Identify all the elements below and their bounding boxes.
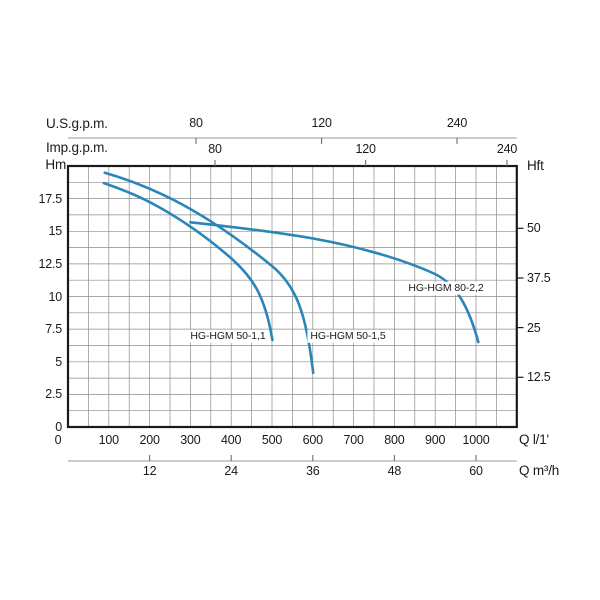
tick-q-m3h-36: 36: [306, 464, 320, 478]
tick-hm-0: 0: [55, 419, 62, 434]
tick-hft-37-5: 37.5: [527, 270, 551, 285]
top-inner-ticks: [214, 160, 508, 166]
axis-label-us-gpm: U.S.g.p.m.: [46, 116, 108, 131]
tick-hm-15: 15: [48, 224, 62, 239]
tick-us-gpm-240: 240: [446, 116, 468, 130]
tick-q-lmin-0: 0: [54, 433, 62, 447]
tick-q-m3h-48: 48: [387, 464, 402, 478]
tick-q-lmin-800: 800: [384, 433, 405, 447]
tick-q-lmin-900: 900: [425, 433, 446, 447]
tick-q-lmin-1000: 1000: [462, 433, 490, 447]
tick-hm-12-5: 12.5: [38, 256, 62, 271]
plot-frame: [66, 164, 518, 429]
tick-imp-gpm-120: 120: [355, 142, 376, 156]
tick-hft-50: 50: [527, 221, 541, 236]
tick-hm-10: 10: [48, 289, 62, 304]
tick-q-lmin-300: 300: [180, 433, 201, 447]
tick-q-m3h-24: 24: [224, 464, 238, 478]
tick-us-gpm-80: 80: [189, 116, 203, 130]
curve-label-hg-hgm-80-2-2: HG-HGM 80-2,2: [405, 281, 487, 295]
tick-q-lmin-400: 400: [221, 433, 242, 447]
curve-label-hg-hgm-50-1-1: HG-HGM 50-1,1: [187, 329, 269, 343]
bottom-outer-ticks: [149, 455, 477, 461]
grid-horizontal: [68, 181, 517, 412]
tick-hm-7-5: 7.5: [45, 321, 62, 336]
tick-hm-17-5: 17.5: [38, 191, 62, 206]
axis-label-q-m3h: Q m³/h: [519, 463, 560, 478]
tick-imp-gpm-240: 240: [496, 142, 518, 156]
tick-q-lmin-600: 600: [302, 433, 323, 447]
tick-q-lmin-100: 100: [98, 433, 119, 447]
axis-label-hm: Hm: [45, 157, 66, 172]
curve-label-hg-hgm-50-1-5: HG-HGM 50-1,5: [307, 329, 389, 343]
tick-hm-2-5: 2.5: [45, 387, 62, 402]
tick-hm-5: 5: [55, 354, 62, 369]
tick-imp-gpm-80: 80: [208, 142, 222, 156]
tick-hft-25: 25: [527, 320, 541, 335]
axis-label-hft: Hft: [527, 158, 544, 173]
curve-hg-hgm-50-1-1: [102, 181, 274, 342]
curve-hg-hgm-50-1-5: [103, 171, 315, 375]
tick-q-m3h-60: 60: [469, 464, 483, 478]
right-axis-ticks: [516, 227, 524, 378]
axis-label-imp-gpm: Imp.g.p.m.: [46, 140, 108, 155]
tick-q-lmin-500: 500: [261, 433, 283, 447]
top-outer-ticks: [195, 138, 458, 144]
tick-q-lmin-700: 700: [343, 433, 364, 447]
tick-hft-12-5: 12.5: [527, 370, 551, 385]
tick-q-m3h-12: 12: [142, 464, 157, 478]
axis-label-q-lmin: Q l/1': [519, 432, 549, 447]
tick-us-gpm-120: 120: [311, 116, 332, 130]
tick-q-lmin-200: 200: [139, 433, 160, 447]
